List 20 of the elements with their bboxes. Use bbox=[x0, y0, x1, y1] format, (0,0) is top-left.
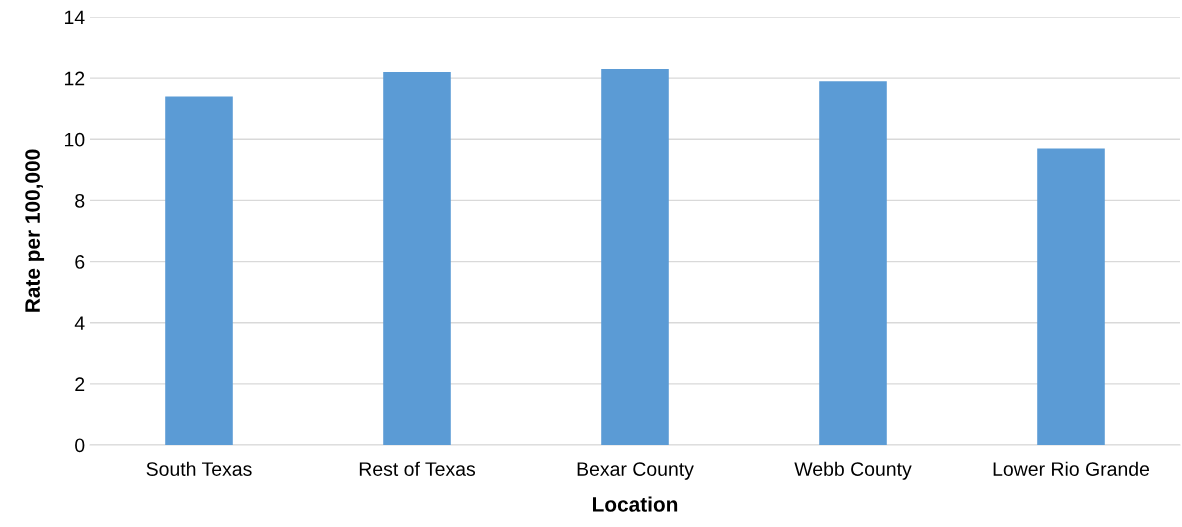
y-tick-label: 12 bbox=[65, 71, 85, 86]
y-tick-label: 0 bbox=[75, 438, 85, 453]
bar bbox=[165, 96, 233, 445]
x-tick-label: Rest of Texas bbox=[359, 461, 476, 476]
y-tick-label: 2 bbox=[75, 377, 85, 391]
y-tick-label: 8 bbox=[75, 193, 85, 208]
x-tick-label: South Texas bbox=[146, 461, 252, 476]
x-axis-title: Location bbox=[593, 496, 678, 512]
y-axis-title: Rate per 100,000 bbox=[25, 149, 45, 312]
bar bbox=[601, 68, 669, 445]
x-tick-label: Webb County bbox=[794, 461, 912, 480]
y-tick-label: 4 bbox=[74, 316, 85, 330]
bar bbox=[819, 81, 887, 445]
x-tick-label: Bexar County bbox=[577, 462, 694, 480]
y-tick-label: 14 bbox=[65, 10, 85, 25]
x-tick-label: Lower Rio Grande bbox=[993, 461, 1150, 476]
bar bbox=[383, 72, 451, 445]
y-tick-label: 6 bbox=[75, 255, 85, 269]
y-tick-label: 10 bbox=[65, 132, 85, 147]
bar bbox=[1037, 148, 1105, 445]
